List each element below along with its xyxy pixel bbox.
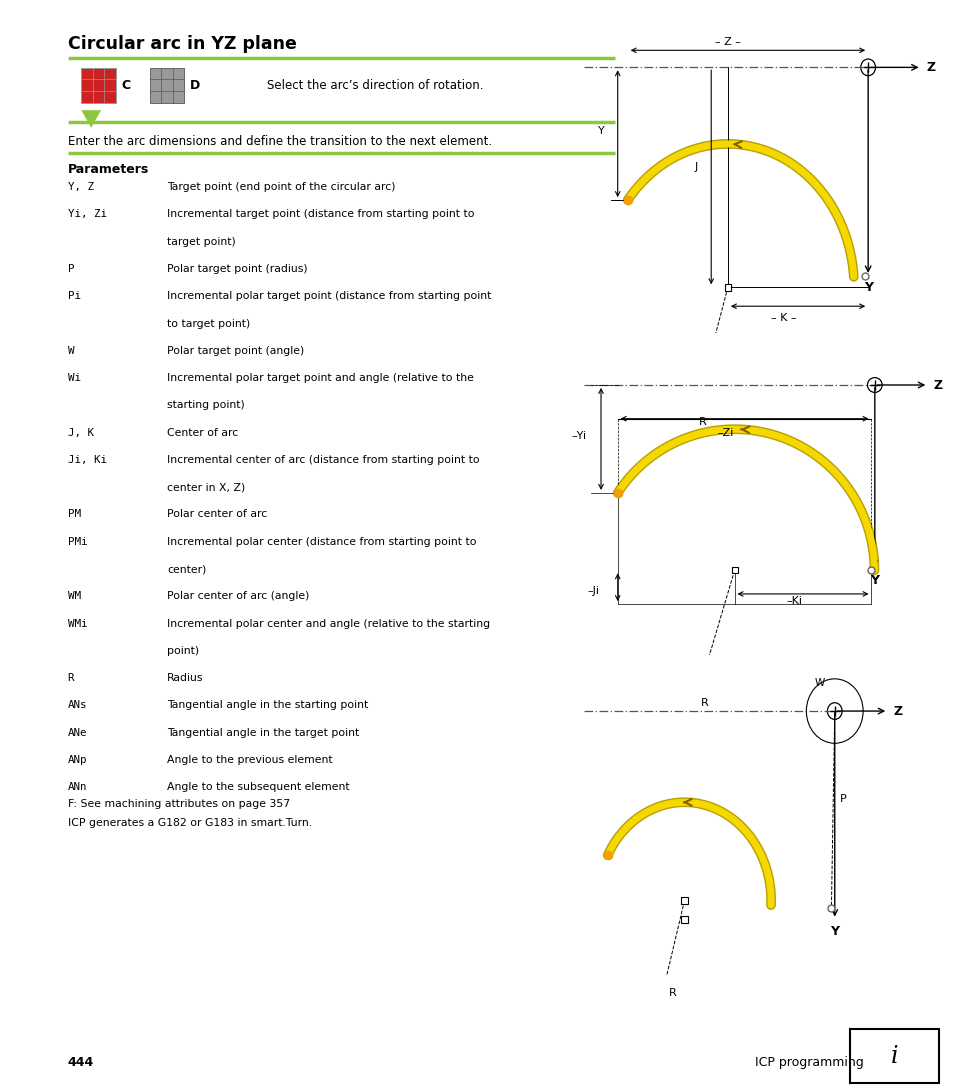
Text: WMi: WMi xyxy=(68,619,87,628)
Text: Polar target point (angle): Polar target point (angle) xyxy=(167,346,304,356)
Bar xyxy=(849,1029,938,1083)
Text: Polar center of arc: Polar center of arc xyxy=(167,509,267,519)
Text: C: C xyxy=(121,79,130,92)
Text: Z: Z xyxy=(925,61,935,74)
Text: ANn: ANn xyxy=(68,782,87,792)
Text: point): point) xyxy=(167,646,199,656)
Text: Y: Y xyxy=(862,281,872,295)
Bar xyxy=(680,915,687,923)
Text: ANe: ANe xyxy=(68,728,87,738)
Text: Polar target point (radius): Polar target point (radius) xyxy=(167,264,308,274)
Text: F: See machining attributes on page 357: F: See machining attributes on page 357 xyxy=(68,799,290,808)
Text: ANs: ANs xyxy=(68,700,87,710)
Text: W: W xyxy=(68,346,74,356)
Text: R: R xyxy=(68,673,74,683)
Text: R: R xyxy=(700,697,708,708)
Text: WM: WM xyxy=(68,591,81,601)
Text: J, K: J, K xyxy=(68,428,93,437)
Text: Incremental target point (distance from starting point to: Incremental target point (distance from … xyxy=(167,209,475,219)
Text: starting point): starting point) xyxy=(167,400,245,410)
Text: –Zi: –Zi xyxy=(717,428,734,437)
Text: Incremental polar center and angle (relative to the starting: Incremental polar center and angle (rela… xyxy=(167,619,490,628)
Text: – Z –: – Z – xyxy=(714,37,740,47)
Text: Incremental center of arc (distance from starting point to: Incremental center of arc (distance from… xyxy=(167,455,479,465)
Text: Target point (end point of the circular arc): Target point (end point of the circular … xyxy=(167,182,395,192)
Text: J: J xyxy=(694,161,697,171)
Text: ICP generates a G182 or G183 in smart.Turn.: ICP generates a G182 or G183 in smart.Tu… xyxy=(68,818,312,828)
Text: Z: Z xyxy=(932,379,942,392)
Bar xyxy=(724,284,730,290)
Text: Tangential angle in the starting point: Tangential angle in the starting point xyxy=(167,700,368,710)
Text: Incremental polar target point (distance from starting point: Incremental polar target point (distance… xyxy=(167,291,491,301)
Text: – K –: – K – xyxy=(770,313,796,323)
Bar xyxy=(731,567,737,574)
Text: Y: Y xyxy=(597,125,604,135)
Text: center): center) xyxy=(167,564,207,574)
Text: Center of arc: Center of arc xyxy=(167,428,238,437)
Text: Yi, Zi: Yi, Zi xyxy=(68,209,107,219)
Text: Wi: Wi xyxy=(68,373,81,383)
Text: D: D xyxy=(190,79,200,92)
Text: –Ki: –Ki xyxy=(785,596,801,606)
Text: Y: Y xyxy=(869,574,879,587)
Text: Enter the arc dimensions and define the transition to the next element.: Enter the arc dimensions and define the … xyxy=(68,135,492,148)
Text: ICP programming: ICP programming xyxy=(754,1056,862,1069)
Text: P: P xyxy=(68,264,74,274)
Text: R: R xyxy=(668,987,676,997)
Bar xyxy=(81,68,115,103)
Text: Y: Y xyxy=(829,925,839,938)
Text: Pi: Pi xyxy=(68,291,81,301)
Bar xyxy=(150,68,184,103)
Text: PM: PM xyxy=(68,509,81,519)
Text: PMi: PMi xyxy=(68,537,87,547)
Text: i: i xyxy=(890,1044,897,1068)
Text: center in X, Z): center in X, Z) xyxy=(167,482,245,492)
Text: Y, Z: Y, Z xyxy=(68,182,93,192)
Text: R: R xyxy=(698,417,705,427)
Text: Incremental polar target point and angle (relative to the: Incremental polar target point and angle… xyxy=(167,373,474,383)
Text: 5.15 Contours in the YZ plane: 5.15 Contours in the YZ plane xyxy=(18,228,31,427)
Text: Ji, Ki: Ji, Ki xyxy=(68,455,107,465)
Text: target point): target point) xyxy=(167,237,235,247)
Text: Tangential angle in the target point: Tangential angle in the target point xyxy=(167,728,359,738)
Text: W: W xyxy=(814,679,824,688)
Text: Angle to the subsequent element: Angle to the subsequent element xyxy=(167,782,350,792)
Text: Parameters: Parameters xyxy=(68,163,149,176)
Text: Z: Z xyxy=(892,705,902,718)
Polygon shape xyxy=(81,110,101,128)
Text: Radius: Radius xyxy=(167,673,203,683)
Text: Polar center of arc (angle): Polar center of arc (angle) xyxy=(167,591,309,601)
Text: 444: 444 xyxy=(68,1056,93,1069)
Text: to target point): to target point) xyxy=(167,319,251,328)
Text: Circular arc in YZ plane: Circular arc in YZ plane xyxy=(68,35,296,52)
Text: P: P xyxy=(839,794,845,804)
Text: ANp: ANp xyxy=(68,755,87,765)
Text: Incremental polar center (distance from starting point to: Incremental polar center (distance from … xyxy=(167,537,476,547)
Text: –Yi: –Yi xyxy=(570,431,585,441)
Text: Angle to the previous element: Angle to the previous element xyxy=(167,755,333,765)
Text: –Ji: –Ji xyxy=(587,586,599,596)
Bar xyxy=(680,897,687,904)
Text: Select the arc’s direction of rotation.: Select the arc’s direction of rotation. xyxy=(267,79,482,92)
